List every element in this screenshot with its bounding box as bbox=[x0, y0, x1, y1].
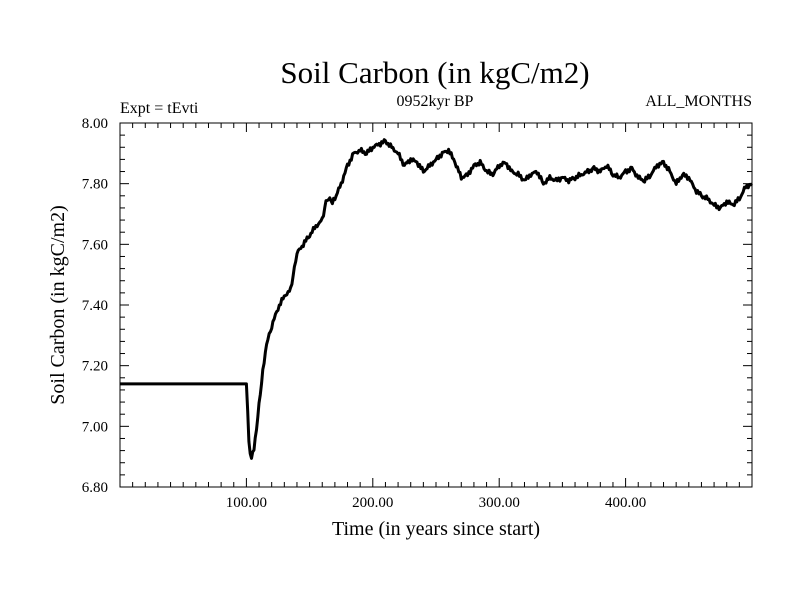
x-axis-label: Time (in years since start) bbox=[332, 518, 540, 540]
y-axis-label: Soil Carbon (in kgC/m2) bbox=[47, 205, 69, 404]
x-tick-label: 300.00 bbox=[479, 495, 520, 511]
tick-labels: 100.00 200.00 300.00 400.00 6.80 7.00 7.20 7.40… bbox=[82, 116, 646, 511]
months-label: ALL_MONTHS bbox=[645, 93, 752, 110]
x-tick-label: 200.00 bbox=[352, 495, 393, 511]
plot-frame bbox=[119, 122, 753, 488]
experiment-label: Expt = tEvti bbox=[120, 100, 199, 117]
x-tick-label: 400.00 bbox=[605, 495, 646, 511]
y-tick-label: 7.80 bbox=[82, 177, 108, 193]
y-tick-label: 6.80 bbox=[82, 480, 108, 496]
y-tick-label: 7.60 bbox=[82, 237, 108, 253]
series-line-soil-carbon bbox=[119, 138, 753, 460]
chart-subtitle: 0952kyr BP bbox=[397, 93, 474, 110]
y-tick-label: 8.00 bbox=[82, 116, 108, 132]
y-tick-label: 7.00 bbox=[82, 419, 108, 435]
ticks bbox=[120, 123, 752, 487]
y-tick-label: 7.20 bbox=[82, 359, 108, 375]
x-tick-label: 100.00 bbox=[226, 495, 267, 511]
chart-title: Soil Carbon (in kgC/m2) bbox=[280, 55, 589, 90]
y-tick-label: 7.40 bbox=[82, 298, 108, 314]
